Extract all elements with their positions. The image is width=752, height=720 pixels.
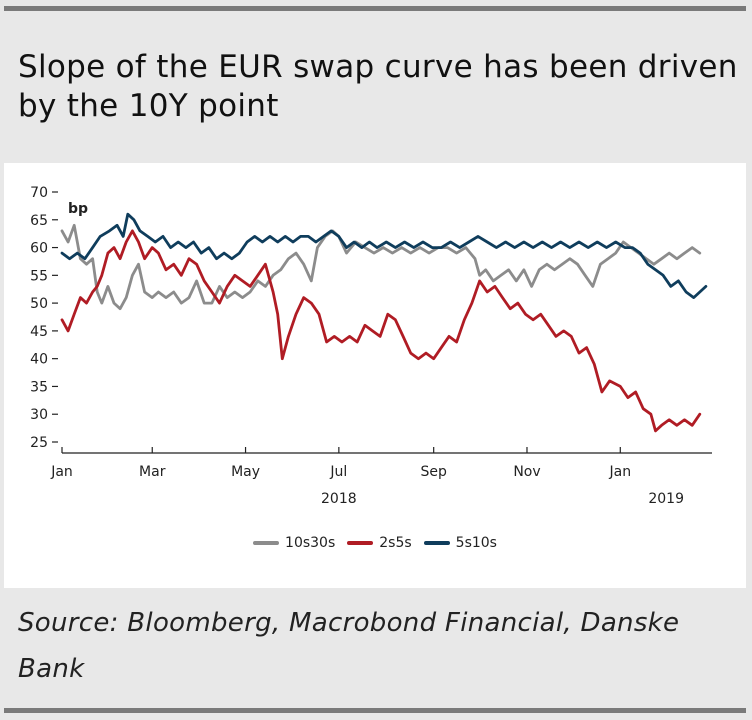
y-unit-label: bp [68, 201, 88, 217]
x-year-label: 2018 [321, 491, 357, 507]
y-tick-label: 50 [30, 296, 48, 312]
legend-swatch [347, 541, 374, 545]
series-line-2s5s [60, 229, 702, 433]
x-tick-label: May [231, 464, 260, 480]
x-tick-label: Jan [50, 464, 73, 480]
legend: 10s30s 2s5s 5s10s [4, 535, 746, 551]
legend-item-10s30s: 10s30s [253, 535, 335, 551]
x-tick-label: Jan [608, 464, 631, 480]
legend-label: 5s10s [455, 535, 497, 551]
series-line-10s30s [60, 223, 702, 311]
y-tick-label: 55 [30, 268, 48, 284]
legend-item-2s5s: 2s5s [347, 535, 412, 551]
x-year-label: 2019 [648, 491, 684, 507]
y-tick-label: 40 [30, 352, 48, 368]
x-tick-label: Jul [329, 464, 347, 480]
legend-swatch [423, 541, 450, 545]
source-note: Source: Bloomberg, Macrobond Financial, … [18, 608, 680, 684]
series-line-5s10s [60, 212, 708, 299]
x-tick-label: Mar [139, 464, 166, 480]
y-tick-label: 30 [30, 407, 48, 423]
y-tick-label: 60 [30, 241, 48, 257]
x-tick-label: Sep [420, 464, 447, 480]
x-tick-label: Nov [513, 464, 540, 480]
chart-title: Slope of the EUR swap curve has been dri… [18, 49, 738, 124]
y-tick-label: 70 [30, 185, 48, 201]
chart-panel: 70 65 60 55 50 45 40 35 30 25 bp Jan Mar May Jul Sep Nov… [4, 163, 746, 588]
line-chart: 70 65 60 55 50 45 40 35 30 25 bp Jan Mar May Jul Sep Nov… [30, 185, 712, 507]
y-tick-label: 35 [30, 379, 48, 395]
y-tick-label: 25 [30, 435, 48, 451]
y-tick-label: 65 [30, 213, 48, 229]
legend-swatch [253, 541, 280, 545]
y-tick-label: 45 [30, 324, 48, 340]
bottom-divider [4, 708, 746, 713]
legend-item-5s10s: 5s10s [423, 535, 497, 551]
legend-label: 2s5s [379, 535, 412, 551]
top-divider [4, 6, 746, 11]
legend-label: 10s30s [285, 535, 336, 551]
